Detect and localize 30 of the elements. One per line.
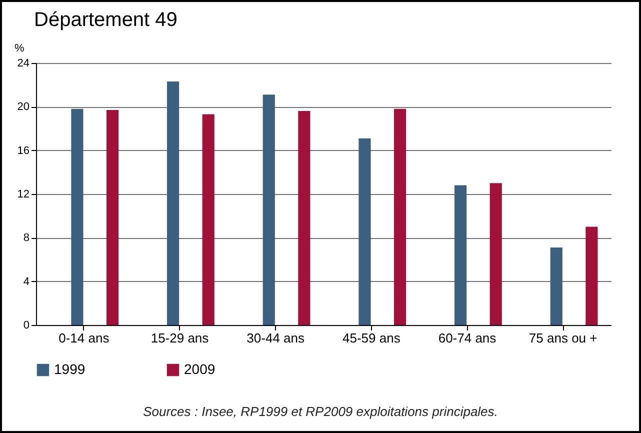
x-tick-label: 15-29 ans <box>150 330 210 346</box>
x-tick-label: 60-74 ans <box>438 330 497 346</box>
bar <box>358 138 371 325</box>
bar <box>106 110 119 325</box>
bar <box>490 183 502 325</box>
x-tick-label: 30-44 ans <box>246 330 305 346</box>
y-tick-label: 12 <box>17 188 30 200</box>
legend-label: 2009 <box>184 361 216 377</box>
x-tick-label: 0-14 ans <box>58 330 110 346</box>
source-note: Sources : Insee, RP1999 et RP2009 exploitations principales. <box>142 404 499 419</box>
x-tick-label: 75 ans ou + <box>528 330 598 346</box>
x-tick-label: 45-59 ans <box>342 330 401 346</box>
y-tick-label: 0 <box>23 320 30 332</box>
y-tick-label: 4 <box>23 276 30 288</box>
bar <box>71 108 84 325</box>
bar <box>202 114 214 325</box>
bar <box>262 94 275 325</box>
y-tick-label: 24 <box>17 58 30 70</box>
bar <box>394 108 406 325</box>
bar <box>550 247 562 325</box>
chart-title: Département 49 <box>34 9 178 31</box>
y-tick-label: 16 <box>17 144 30 157</box>
y-tick-label: 8 <box>23 232 30 244</box>
bar <box>298 111 310 325</box>
bar <box>454 185 467 325</box>
legend-label: 1999 <box>54 361 86 377</box>
y-tick-label: 20 <box>17 101 30 114</box>
bar <box>167 82 180 325</box>
bar <box>586 226 598 325</box>
y-axis-title: % <box>14 42 24 54</box>
